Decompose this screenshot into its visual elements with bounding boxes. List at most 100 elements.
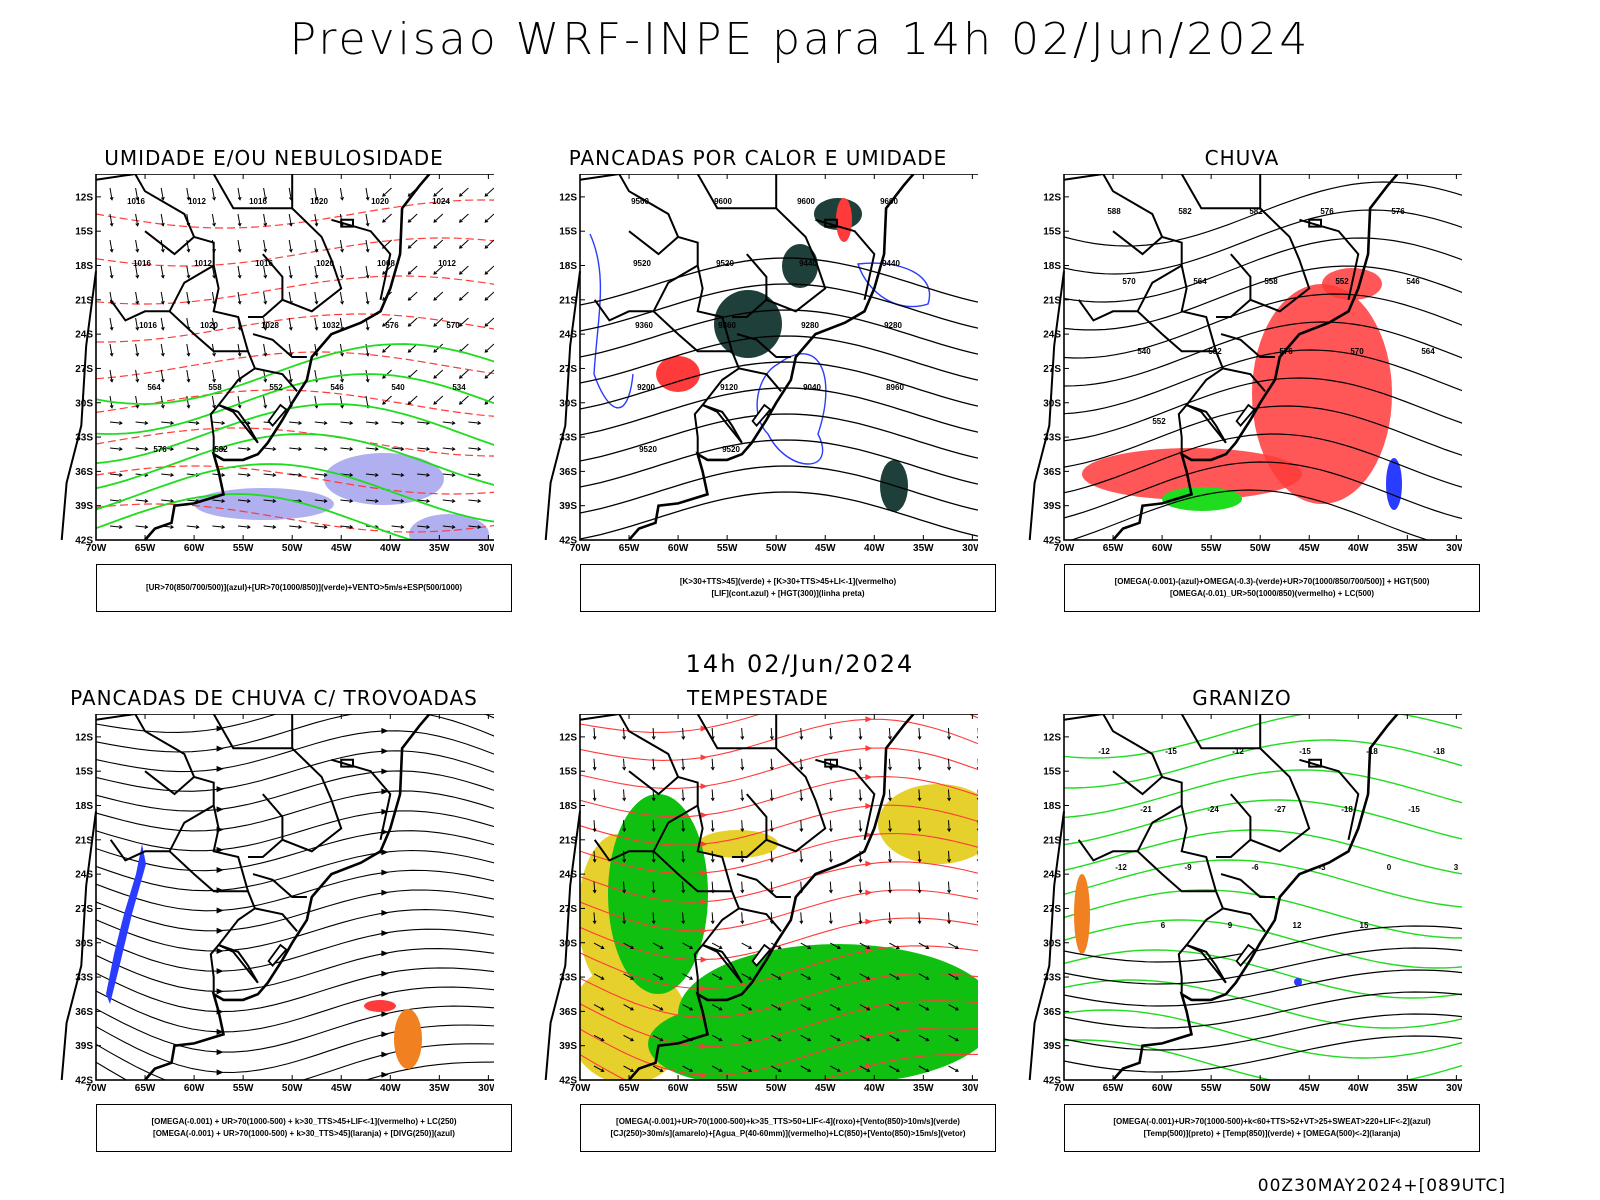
lat-label: 36S — [1043, 467, 1061, 478]
rain-area — [1082, 448, 1302, 500]
contour-label: 9280 — [801, 321, 819, 330]
lat-label: 18S — [75, 801, 93, 812]
wind-850-vector — [689, 976, 694, 980]
lat-label: 39S — [1043, 501, 1061, 512]
country-border — [1077, 264, 1183, 322]
wind-850-vector — [623, 820, 625, 832]
wind-850-vector — [711, 789, 714, 801]
wind-vector — [339, 317, 343, 330]
wind-850-vector — [976, 797, 978, 801]
wind-vector — [263, 274, 268, 279]
wind-vector — [323, 498, 328, 503]
contour-label: 1012 — [438, 259, 456, 268]
wind-850-vector — [652, 1004, 663, 1011]
wind-vector — [109, 404, 114, 409]
wind-850-vector — [800, 727, 803, 740]
wind-850-vector — [651, 858, 656, 863]
wind-vector — [246, 524, 251, 529]
wind-vector — [186, 525, 199, 528]
country-border — [209, 944, 220, 995]
wind-vector — [314, 300, 319, 305]
wind-850-vector — [858, 920, 863, 925]
wind-vector — [433, 291, 444, 301]
country-border — [593, 804, 699, 862]
wind-850-vector — [682, 758, 684, 770]
thickness-contour — [96, 351, 494, 380]
wind-vector — [477, 524, 482, 529]
lat-label: 15S — [1043, 227, 1061, 238]
contour-label: 552 — [1152, 417, 1166, 426]
wind-vector — [340, 499, 353, 502]
wind-850-vector — [711, 942, 723, 949]
streamline-250 — [96, 986, 494, 1033]
wind-vector — [458, 297, 463, 301]
model-run-label: 00Z30MAY2024+[089UTC] — [1257, 1176, 1506, 1196]
country-border — [95, 714, 259, 984]
lat-label: 15S — [1043, 767, 1061, 778]
lon-label: 40W — [864, 1083, 885, 1094]
lat-label: 21S — [559, 835, 577, 846]
country-border — [1222, 367, 1266, 392]
lat-label: 21S — [559, 295, 577, 306]
wind-vector — [339, 187, 343, 200]
streamline-250-arrow — [216, 725, 224, 732]
streamline-250 — [96, 909, 494, 952]
lifted-index-area — [656, 356, 700, 392]
wind-850-vector — [600, 1068, 605, 1072]
wind-vector — [314, 404, 319, 409]
wind-850-vector — [895, 1006, 900, 1011]
streamline-250-arrow — [216, 907, 224, 914]
panel-title: GRANIZO — [1192, 686, 1292, 710]
wind-850-vector — [800, 942, 811, 949]
lat-label: 24S — [75, 330, 93, 341]
wind-vector — [433, 187, 444, 197]
wind-850-vector — [748, 976, 753, 980]
wind-vector — [407, 271, 412, 275]
wind-850-vector — [889, 942, 900, 949]
wind-vector — [314, 473, 327, 476]
lagoon-outline — [751, 943, 772, 967]
wind-vector — [160, 352, 165, 357]
lat-label: 18S — [75, 261, 93, 272]
lon-label: 30W — [478, 543, 494, 554]
lat-label: 27S — [1043, 904, 1061, 915]
wind-vector — [246, 498, 251, 503]
contour-label: 0 — [1387, 863, 1392, 872]
wind-vector — [221, 472, 226, 477]
legend-box: [OMEGA(-0.001)-(azul)+OMEGA(-0.3)-(verde… — [1064, 564, 1480, 612]
wind-850-vector — [711, 1034, 723, 1041]
wind-vector — [237, 187, 241, 200]
wind-850-vector — [741, 1065, 752, 1072]
wind-vector — [484, 291, 494, 301]
wind-vector — [417, 525, 430, 528]
country-border — [331, 218, 392, 301]
wind-vector — [340, 447, 353, 450]
wind-vector — [314, 447, 327, 450]
streamline-250-arrow — [216, 1028, 224, 1035]
lon-label: 45W — [1299, 543, 1320, 554]
streamline-850-arrow — [700, 841, 708, 848]
wind-850-vector — [858, 766, 863, 771]
wind-850-vector — [682, 850, 684, 862]
wind-vector — [289, 525, 302, 528]
lon-label: 60W — [184, 1083, 205, 1094]
lon-label: 65W — [1103, 543, 1124, 554]
wind-vector — [365, 196, 370, 201]
wind-vector — [382, 349, 386, 353]
panel-trovoadas: PANCADAS DE CHUVA C/ TROVOADAS 12S 15S 18S… — [54, 686, 512, 1166]
wind-vector — [433, 239, 444, 249]
lon-label: 50W — [1250, 543, 1271, 554]
contour-label: 558 — [1264, 277, 1278, 286]
thickness-contour — [96, 199, 494, 229]
lat-label: 30S — [559, 398, 577, 409]
wind-850-vector — [651, 766, 656, 771]
country-border — [1180, 714, 1261, 750]
east-coastline — [1112, 174, 1400, 541]
contour-label: 1016 — [139, 321, 157, 330]
wind-850-vector — [622, 889, 627, 894]
wind-850-vector — [918, 850, 921, 862]
wind-850-vector — [630, 1006, 635, 1011]
wind-vector — [135, 447, 148, 450]
country-border — [218, 404, 259, 444]
streamline-250 — [96, 869, 494, 912]
